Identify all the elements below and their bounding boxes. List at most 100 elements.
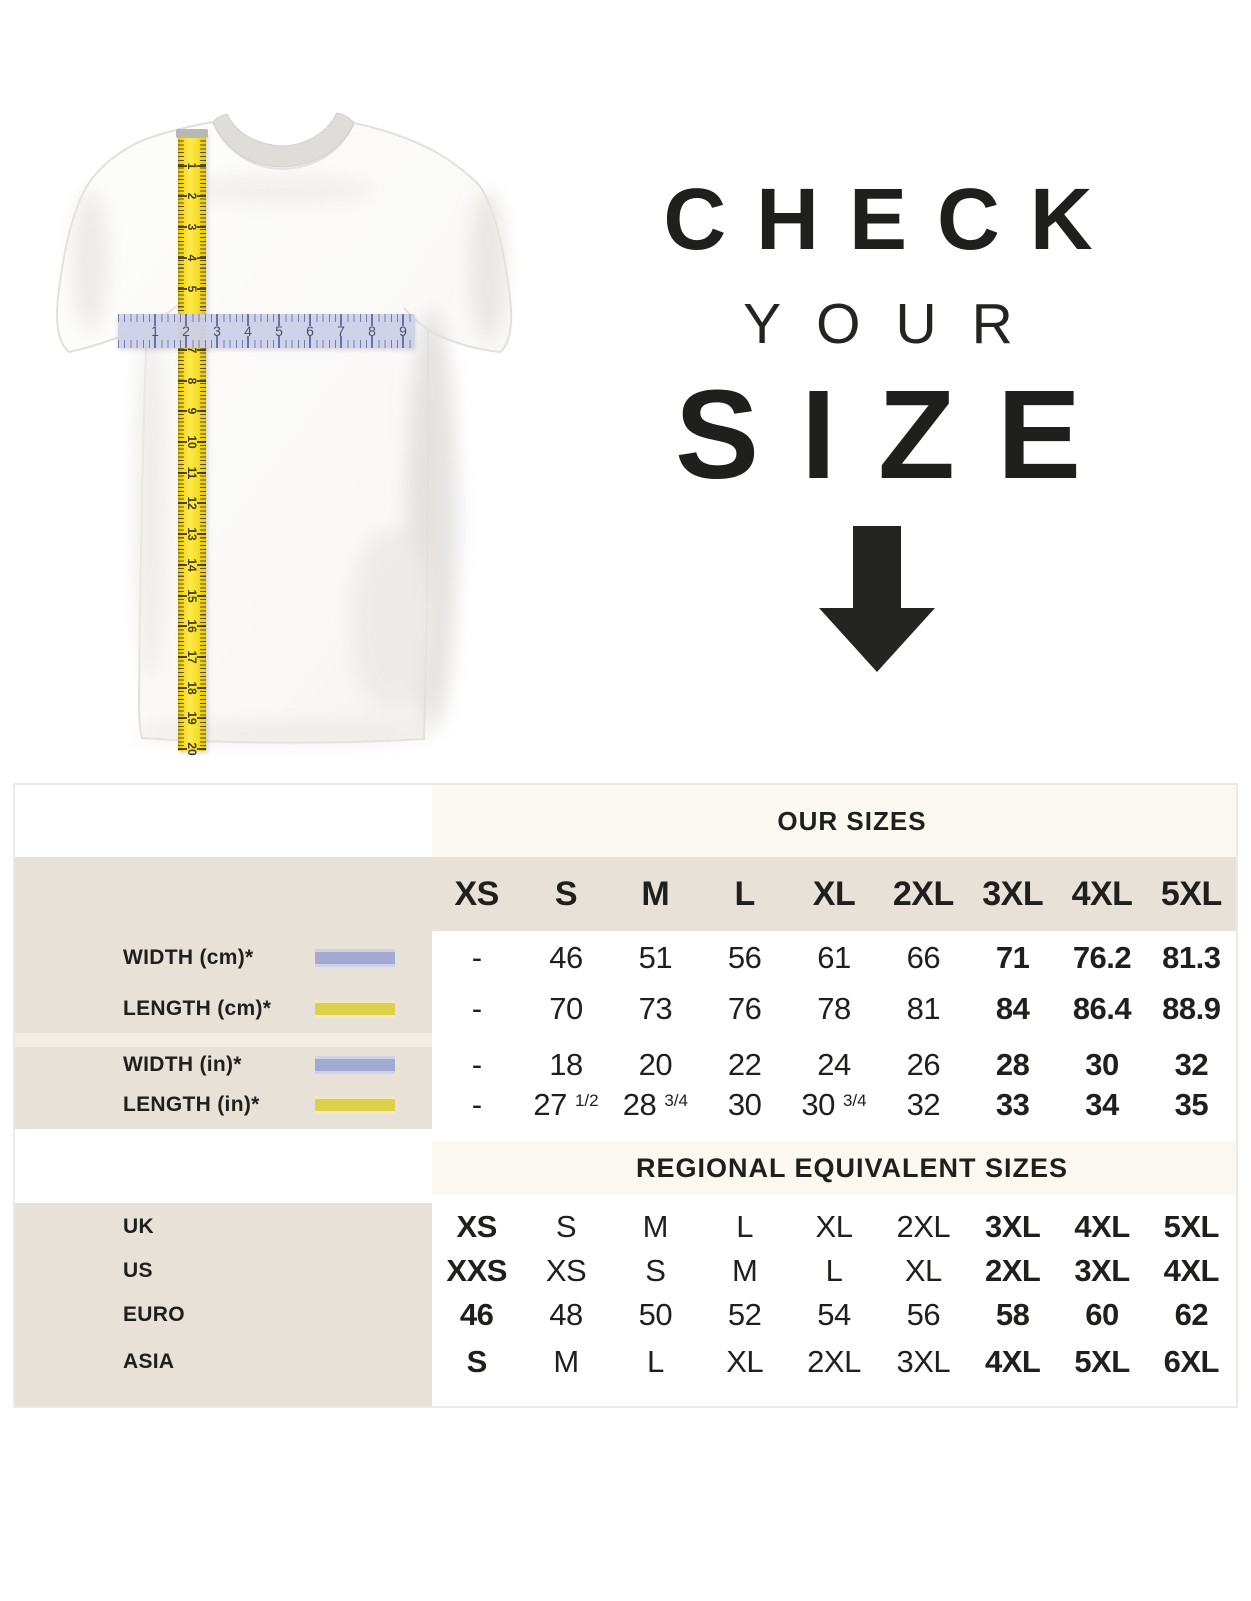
measurement-row-label: LENGTH (cm)* — [15, 985, 432, 1033]
ruler-number: 7 — [337, 323, 345, 339]
measurement-section: WIDTH (cm)* LENGTH (cm)* WIDTH (in)* LENGTH… — [15, 931, 1236, 1129]
tape-tick — [178, 441, 187, 443]
horizontal-ruler: 1 2 3 4 5 6 7 8 9 — [118, 314, 415, 348]
size-value-cell: 18 — [549, 1047, 583, 1082]
ruler-tick — [185, 336, 187, 348]
width-ruler-swatch — [315, 952, 395, 964]
tape-tick — [178, 287, 187, 290]
tape-tick — [197, 625, 206, 628]
headline-check: CHECK — [663, 171, 1123, 268]
column-header: 4XL — [1071, 874, 1133, 913]
tape-tick — [197, 379, 206, 382]
size-value-cell: L — [825, 1253, 843, 1288]
size-value-cell: 78 — [817, 991, 851, 1026]
ruler-tick — [309, 336, 311, 348]
size-value-cell: XL — [726, 1344, 764, 1379]
ruler-tick — [371, 336, 373, 348]
tape-tick — [197, 594, 206, 597]
ruler-tick — [216, 336, 218, 348]
tape-tick — [178, 195, 187, 198]
size-value-cell: 46 — [549, 940, 583, 975]
measurement-row-values: - 18 20 22 24 26 28 30 32 — [432, 1047, 1236, 1083]
column-header: 5XL — [1160, 874, 1222, 913]
tape-tick — [197, 717, 206, 720]
column-header: XS — [454, 874, 499, 913]
tape-tick — [197, 533, 206, 536]
tape-tick — [178, 471, 187, 474]
size-value-cell: 30 — [1085, 1047, 1119, 1082]
size-value-cell: 46 — [459, 1297, 494, 1332]
row-label: WIDTH (cm)* — [123, 946, 254, 969]
size-value-cell: 27 1/2 — [533, 1087, 599, 1122]
regional-row-label: EURO — [15, 1291, 432, 1339]
row-label: EURO — [123, 1303, 185, 1326]
our-sizes-title: OUR SIZES — [777, 805, 927, 836]
size-column-headers: XS S M L XL 2XL 3XL 4XL 5XL — [15, 857, 1236, 931]
size-value-cell: 3XL — [896, 1344, 951, 1379]
width-ruler-swatch — [315, 1059, 395, 1071]
size-value-cell: 2XL — [896, 1209, 951, 1244]
measurement-row-label: WIDTH (in)* — [15, 1047, 432, 1083]
ruler-tick — [309, 314, 311, 326]
size-value-cell: 71 — [995, 940, 1030, 975]
tape-tick — [178, 717, 187, 720]
size-value-cell: 70 — [549, 991, 583, 1026]
tape-tick — [197, 195, 206, 198]
regional-section: UK US EURO ASIA XS S M L XL 2XL 3XL 4XL 5XL XXS XS S M L… — [15, 1203, 1236, 1406]
headline-size: SIZE — [674, 364, 1124, 505]
column-header: S — [554, 874, 578, 913]
length-ruler-swatch — [315, 1099, 395, 1111]
tape-tick — [197, 471, 206, 474]
size-value-cell: 30 3/4 — [801, 1087, 867, 1122]
size-value-cell: 3XL — [984, 1209, 1041, 1244]
tape-tick — [178, 533, 187, 536]
size-value-cell: 6XL — [1163, 1344, 1220, 1379]
size-value-cell: 88.9 — [1162, 991, 1221, 1026]
size-value-cell: XXS — [446, 1253, 507, 1288]
column-header: XL — [812, 874, 856, 913]
our-sizes-header: OUR SIZES — [432, 785, 1236, 857]
size-value-cell: L — [646, 1344, 664, 1379]
measurement-values: - 46 51 56 61 66 71 76.2 81.3 - 70 73 76 78 81 84 86.4 88… — [432, 931, 1236, 1129]
ruler-tick — [278, 314, 280, 326]
tape-tick — [178, 686, 187, 689]
size-value-cell: 2XL — [807, 1344, 861, 1379]
size-value-cell: XL — [904, 1253, 942, 1288]
size-value-cell: 58 — [995, 1297, 1030, 1332]
tape-end-clip — [176, 129, 208, 138]
row-label: ASIA — [123, 1350, 175, 1373]
tape-tick — [197, 226, 206, 229]
tape-tick — [178, 379, 187, 382]
ruler-tick — [278, 336, 280, 348]
tshirt-collar — [212, 112, 355, 168]
size-value-cell: S — [645, 1253, 666, 1288]
measurement-row-values: - 46 51 56 61 66 71 76.2 81.3 — [432, 931, 1236, 985]
column-header: M — [641, 874, 670, 913]
tape-tick — [178, 594, 187, 597]
row-label: UK — [123, 1215, 154, 1238]
tape-tick — [197, 256, 206, 259]
tape-tick — [197, 348, 206, 351]
row-label: LENGTH (cm)* — [123, 997, 272, 1020]
headline-your: YOUR — [743, 292, 1048, 356]
size-value-cell: 5XL — [1163, 1209, 1220, 1244]
tape-tick — [178, 748, 187, 750]
tape-tick — [197, 655, 206, 658]
size-value-cell: 54 — [817, 1297, 851, 1332]
size-value-cell: 20 — [638, 1047, 673, 1082]
size-value-cell: 52 — [727, 1297, 762, 1332]
regional-title: REGIONAL EQUIVALENT SIZES — [635, 1152, 1069, 1183]
measurement-row-values: - 27 1/2 28 3/4 30 30 3/4 32 33 34 35 — [432, 1083, 1236, 1127]
regional-header: REGIONAL EQUIVALENT SIZES — [432, 1141, 1236, 1195]
tape-tick — [197, 748, 206, 750]
size-value-cell: XS — [545, 1253, 587, 1288]
ruler-tick — [371, 314, 373, 326]
length-ruler-swatch — [315, 1003, 395, 1015]
vertical-measuring-tape: 1234567891011121314151617181920 — [176, 129, 208, 756]
ruler-tick — [402, 314, 404, 326]
regional-row-values: 46 48 50 52 54 56 58 60 62 — [432, 1291, 1236, 1339]
ruler-tick — [154, 336, 156, 348]
size-value-cell: 34 — [1085, 1087, 1119, 1122]
section-spacer — [15, 1195, 1236, 1203]
size-value-cell: 76.2 — [1072, 940, 1132, 975]
